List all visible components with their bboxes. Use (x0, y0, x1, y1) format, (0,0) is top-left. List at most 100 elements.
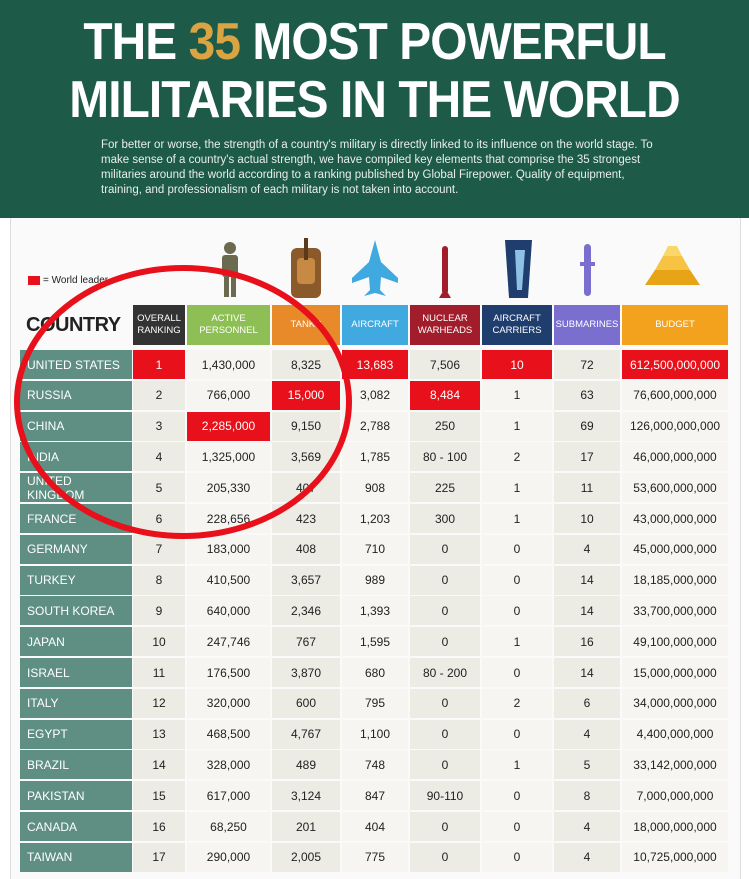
data-cell: 15,000,000,000 (622, 658, 728, 687)
data-cell: 16 (133, 812, 185, 841)
data-cell: 8 (133, 565, 185, 595)
data-cell: 2 (482, 442, 552, 472)
title-number: 35 (188, 13, 241, 71)
data-cell: 250 (410, 411, 480, 441)
country-cell: FRANCE (20, 504, 132, 533)
data-cell: 6 (554, 688, 620, 718)
data-cell: 680 (342, 658, 408, 687)
data-cell: 0 (410, 596, 480, 626)
data-cell: 2,005 (272, 842, 340, 872)
data-cell: 14 (133, 750, 185, 780)
column-header: OVERALL RANKING (133, 305, 185, 345)
gold-icon (645, 246, 700, 285)
data-cell: 0 (410, 750, 480, 780)
data-cell: 4 (133, 442, 185, 472)
data-cell: 2 (482, 688, 552, 718)
country-cell: INDIA (20, 442, 132, 472)
description: For better or worse, the strength of a c… (101, 139, 653, 196)
data-cell: 1,393 (342, 596, 408, 626)
data-cell: 775 (342, 842, 408, 872)
data-cell: 0 (482, 812, 552, 841)
data-cell: 1 (482, 411, 552, 441)
data-cell: 600 (272, 688, 340, 718)
legend-label: = World leader (43, 275, 109, 286)
column-header: TANKS (272, 305, 340, 345)
data-cell: 14 (554, 565, 620, 595)
data-cell: 1,785 (342, 442, 408, 472)
data-cell: 640,000 (187, 596, 270, 626)
data-cell: 1,325,000 (187, 442, 270, 472)
data-cell: 7,506 (410, 350, 480, 379)
data-cell: 17 (554, 442, 620, 472)
data-cell: 2,285,000 (187, 411, 270, 441)
data-cell: 2 (133, 380, 185, 410)
data-cell: 80 - 200 (410, 658, 480, 687)
data-cell: 33,142,000,000 (622, 750, 728, 780)
data-cell: 4 (554, 534, 620, 564)
data-cell: 2,346 (272, 596, 340, 626)
column-header: NUCLEAR WARHEADS (410, 305, 480, 345)
country-cell: ITALY (20, 688, 132, 718)
data-cell: 16 (554, 627, 620, 657)
data-cell: 4 (554, 719, 620, 749)
data-cell: 10 (554, 504, 620, 533)
data-cell: 4,767 (272, 719, 340, 749)
title-part: MOST POWERFUL (252, 13, 666, 71)
data-cell: 1 (482, 473, 552, 503)
column-header: BUDGET (622, 305, 728, 345)
data-cell: 80 - 100 (410, 442, 480, 472)
data-cell: 1,203 (342, 504, 408, 533)
data-cell: 228,656 (187, 504, 270, 533)
data-cell: 225 (410, 473, 480, 503)
data-cell: 0 (410, 688, 480, 718)
data-cell: 11 (554, 473, 620, 503)
column-header: SUBMARINES (554, 305, 620, 345)
data-cell: 9 (133, 596, 185, 626)
data-cell: 205,330 (187, 473, 270, 503)
data-cell: 3,569 (272, 442, 340, 472)
data-cell: 4,400,000,000 (622, 719, 728, 749)
data-cell: 45,000,000,000 (622, 534, 728, 564)
country-cell: CHINA (20, 411, 132, 441)
data-cell: 0 (482, 781, 552, 811)
data-cell: 63 (554, 380, 620, 410)
data-cell: 1 (482, 750, 552, 780)
data-cell: 989 (342, 565, 408, 595)
legend-swatch (28, 276, 40, 285)
data-cell: 13,683 (342, 350, 408, 379)
data-cell: 0 (482, 534, 552, 564)
data-cell: 34,000,000,000 (622, 688, 728, 718)
data-cell: 410,500 (187, 565, 270, 595)
data-cell: 847 (342, 781, 408, 811)
data-cell: 0 (482, 565, 552, 595)
data-cell: 4 (554, 842, 620, 872)
data-cell: 18,000,000,000 (622, 812, 728, 841)
column-header: AIRCRAFT (342, 305, 408, 345)
country-cell: UNITED STATES (20, 350, 132, 379)
data-cell: 0 (410, 812, 480, 841)
country-cell: PAKISTAN (20, 781, 132, 811)
data-cell: 8,484 (410, 380, 480, 410)
data-cell: 15 (133, 781, 185, 811)
data-cell: 612,500,000,000 (622, 350, 728, 379)
data-cell: 8,325 (272, 350, 340, 379)
missile-icon (439, 246, 451, 298)
data-cell: 0 (410, 627, 480, 657)
data-cell: 69 (554, 411, 620, 441)
column-header: ACTIVE PERSONNEL (187, 305, 270, 345)
data-cell: 3,082 (342, 380, 408, 410)
tank-icon (291, 238, 321, 298)
data-cell: 17 (133, 842, 185, 872)
data-cell: 68,250 (187, 812, 270, 841)
data-cell: 3,657 (272, 565, 340, 595)
country-cell: BRAZIL (20, 750, 132, 780)
country-cell: JAPAN (20, 627, 132, 657)
data-cell: 14 (554, 596, 620, 626)
data-cell: 320,000 (187, 688, 270, 718)
country-header: COUNTRY (26, 314, 121, 336)
jet-icon (352, 240, 398, 296)
data-cell: 76,600,000,000 (622, 380, 728, 410)
data-cell: 0 (410, 719, 480, 749)
data-cell: 3,870 (272, 658, 340, 687)
